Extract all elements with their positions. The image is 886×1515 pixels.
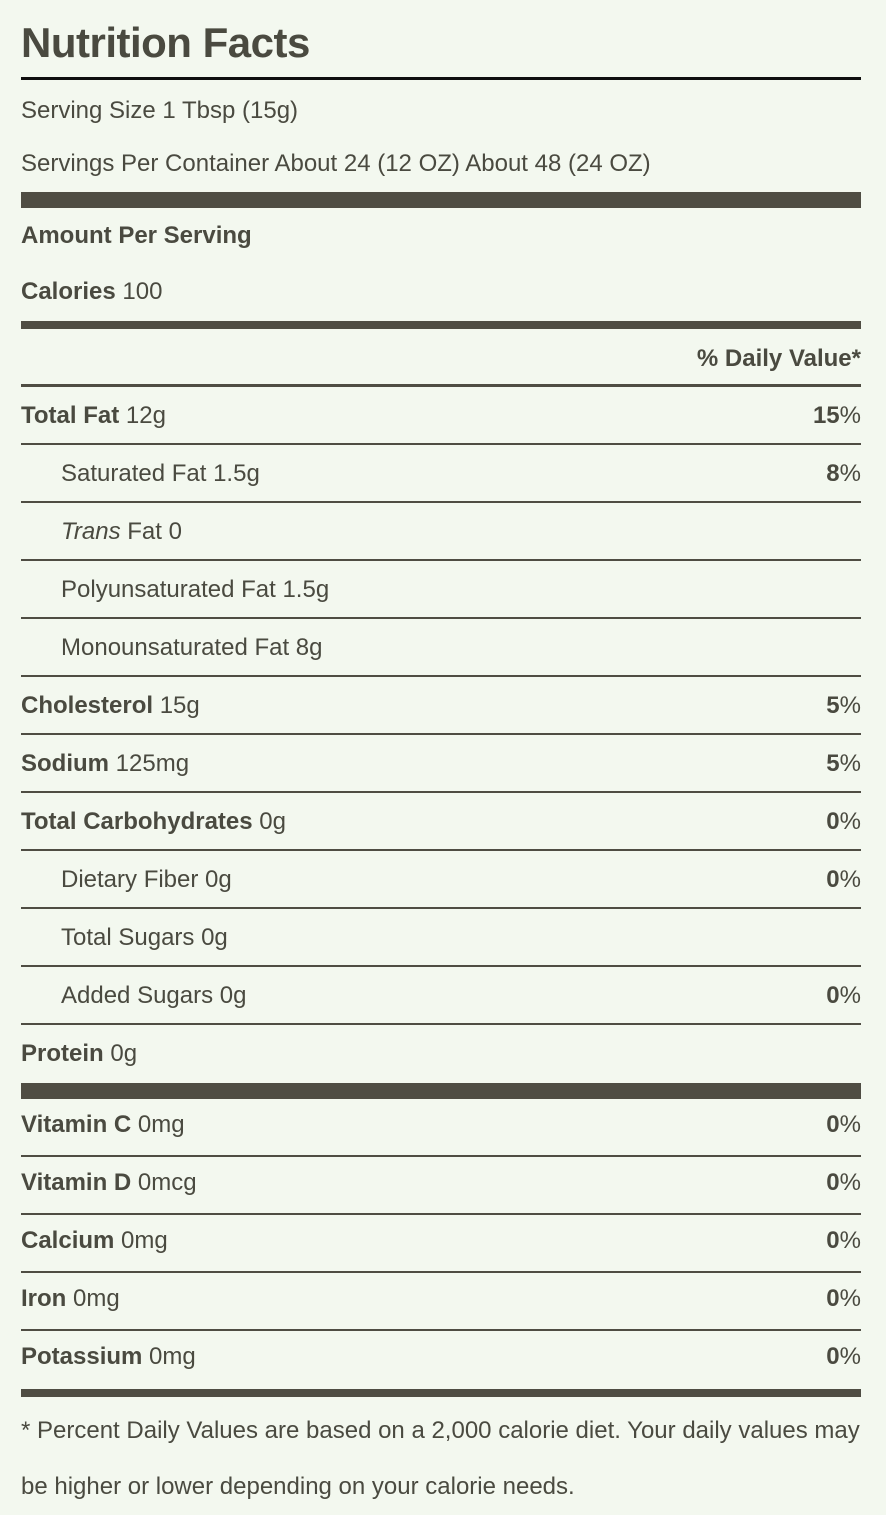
iron-pct: 0	[826, 1285, 840, 1312]
monounsaturated-fat-label: Monounsaturated Fat 8g	[61, 634, 323, 661]
calories-label: Calories	[21, 278, 116, 305]
added-sugars-pct: 0	[826, 982, 840, 1009]
row-cholesterol: Cholesterol 15g 5%	[21, 677, 861, 735]
sodium-pct-unit: %	[839, 750, 861, 777]
saturated-fat-pct-unit: %	[839, 460, 861, 487]
added-sugars-label: Added Sugars 0g	[61, 982, 247, 1009]
row-saturated-fat: Saturated Fat 1.5g 8%	[21, 445, 861, 503]
row-dietary-fiber: Dietary Fiber 0g 0%	[21, 851, 861, 909]
dietary-fiber-pct-unit: %	[839, 866, 861, 893]
calcium-pct: 0	[826, 1227, 840, 1254]
daily-value-header: % Daily Value*	[21, 329, 861, 387]
potassium-label: Potassium	[21, 1343, 143, 1370]
total-carbohydrates-amount: 0g	[259, 808, 286, 835]
row-polyunsaturated-fat: Polyunsaturated Fat 1.5g	[21, 561, 861, 619]
total-fat-label: Total Fat	[21, 402, 120, 429]
row-total-fat: Total Fat 12g 15%	[21, 387, 861, 445]
protein-label: Protein	[21, 1040, 104, 1067]
added-sugars-pct-unit: %	[839, 982, 861, 1009]
medium-divider	[21, 1389, 861, 1397]
potassium-amount: 0mg	[149, 1343, 196, 1370]
cholesterol-pct-unit: %	[839, 692, 861, 719]
vitamin-c-label: Vitamin C	[21, 1111, 132, 1138]
total-carbohydrates-pct: 0	[826, 808, 840, 835]
potassium-pct: 0	[826, 1343, 840, 1370]
cholesterol-pct: 5	[826, 692, 840, 719]
total-carbohydrates-label: Total Carbohydrates	[21, 808, 253, 835]
total-fat-pct: 15	[812, 402, 840, 429]
potassium-pct-unit: %	[839, 1343, 861, 1370]
calories-line: Calories 100	[21, 265, 861, 321]
iron-label: Iron	[21, 1285, 67, 1312]
row-vitamin-c: Vitamin C 0mg 0%	[21, 1099, 861, 1157]
footnote: * Percent Daily Values are based on a 2,…	[21, 1417, 860, 1500]
medium-divider	[21, 321, 861, 329]
saturated-fat-label: Saturated Fat 1.5g	[61, 460, 260, 487]
total-fat-pct-unit: %	[839, 402, 861, 429]
dietary-fiber-label: Dietary Fiber 0g	[61, 866, 232, 893]
row-potassium: Potassium 0mg 0%	[21, 1331, 861, 1389]
row-vitamin-d: Vitamin D 0mcg 0%	[21, 1157, 861, 1215]
vitamin-d-pct: 0	[826, 1169, 840, 1196]
trans-fat-label-rest: Fat 0	[127, 518, 182, 545]
iron-pct-unit: %	[839, 1285, 861, 1312]
calcium-label: Calcium	[21, 1227, 115, 1254]
row-calcium: Calcium 0mg 0%	[21, 1215, 861, 1273]
row-protein: Protein 0g	[21, 1025, 861, 1083]
saturated-fat-pct: 8	[826, 460, 840, 487]
trans-fat-label-italic: Trans	[61, 518, 121, 545]
row-monounsaturated-fat: Monounsaturated Fat 8g	[21, 619, 861, 677]
calcium-pct-unit: %	[839, 1227, 861, 1254]
row-added-sugars: Added Sugars 0g 0%	[21, 967, 861, 1025]
total-carbohydrates-pct-unit: %	[839, 808, 861, 835]
vitamin-c-amount: 0mg	[137, 1111, 185, 1138]
vitamins-section: Vitamin C 0mg 0% Vitamin D 0mcg 0% Calci…	[21, 1099, 861, 1389]
polyunsaturated-fat-label: Polyunsaturated Fat 1.5g	[61, 576, 330, 603]
vitamin-d-pct-unit: %	[839, 1169, 861, 1196]
iron-amount: 0mg	[73, 1285, 120, 1312]
panel-title: Nutrition Facts	[21, 0, 861, 80]
servings-per-container: Servings Per Container About 24 (12 OZ) …	[21, 150, 651, 177]
sodium-pct: 5	[826, 750, 840, 777]
calcium-amount: 0mg	[121, 1227, 168, 1254]
cholesterol-label: Cholesterol	[21, 692, 154, 719]
thick-divider	[21, 1083, 861, 1099]
amount-per-serving: Amount Per Serving	[21, 222, 252, 249]
protein-amount: 0g	[110, 1040, 138, 1067]
vitamin-d-label: Vitamin D	[21, 1169, 132, 1196]
dietary-fiber-pct: 0	[826, 866, 840, 893]
row-trans-fat: Trans Fat 0	[21, 503, 861, 561]
vitamin-d-amount: 0mcg	[137, 1169, 197, 1196]
row-total-sugars: Total Sugars 0g	[21, 909, 861, 967]
row-sodium: Sodium 125mg 5%	[21, 735, 861, 793]
sodium-label: Sodium	[21, 750, 109, 777]
vitamin-c-pct: 0	[826, 1111, 840, 1138]
total-sugars-label: Total Sugars 0g	[61, 924, 228, 951]
thick-divider	[21, 192, 861, 208]
total-fat-amount: 12g	[125, 402, 166, 429]
serving-size: Serving Size 1 Tbsp (15g)	[21, 97, 299, 124]
row-total-carbohydrates: Total Carbohydrates 0g 0%	[21, 793, 861, 851]
nutrition-facts-panel: Nutrition Facts Serving Size 1 Tbsp (15g…	[21, 0, 861, 1515]
vitamin-c-pct-unit: %	[839, 1111, 861, 1138]
calories-value: 100	[122, 278, 163, 305]
cholesterol-amount: 15g	[159, 692, 200, 719]
row-iron: Iron 0mg 0%	[21, 1273, 861, 1331]
sodium-amount: 125mg	[115, 750, 190, 777]
